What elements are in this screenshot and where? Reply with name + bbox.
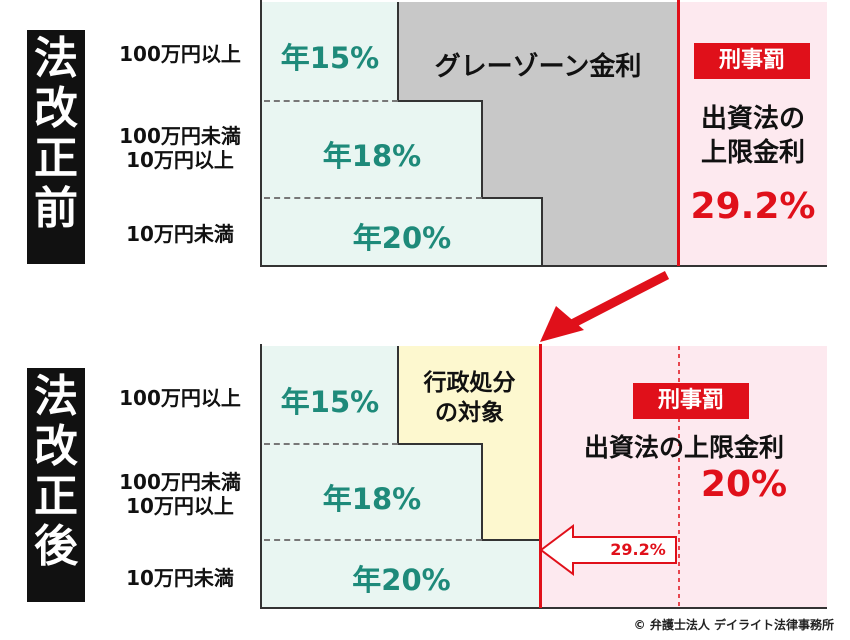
before-row-label-2-line2: 10万円以上: [126, 148, 234, 172]
admin-action-label: 行政処分 の対象: [400, 368, 539, 428]
before-rate-3: 年20%: [352, 221, 452, 255]
copyright-credit: © 弁護士法人 デイライト法律事務所: [633, 618, 834, 632]
before-green-row-2: [262, 101, 482, 198]
before-limit-line: [677, 0, 680, 266]
before-row-label-1-text: 100万円以上: [119, 42, 241, 66]
after-rate-3: 年20%: [352, 563, 451, 597]
admin-action-label-line2: の対象: [435, 400, 504, 426]
before-side-char-4: 前: [34, 183, 78, 234]
before-green-row-3: [262, 198, 542, 266]
before-rate-2: 年18%: [322, 139, 422, 173]
before-divider-2: [264, 197, 482, 199]
before-row-label-3-text: 10万円未満: [126, 222, 234, 246]
after-limit-label: 出資法の上限金利: [583, 433, 784, 462]
after-rate-2: 年18%: [322, 482, 422, 516]
after-row-label-2-line2: 10万円以上: [126, 494, 234, 518]
before-limit-label: 出資法の 上限金利: [679, 102, 827, 170]
after-limit-line: [539, 344, 542, 608]
admin-action-label-line1: 行政処分: [423, 370, 516, 396]
before-axis-left: [260, 0, 262, 266]
after-row-label-1: 100万円以上: [100, 386, 260, 410]
after-side-char-1: 法: [34, 371, 78, 422]
after-penalty-badge: 刑事罰: [633, 383, 749, 419]
before-side-label: 法 改 正 前: [27, 30, 85, 264]
after-side-char-2: 改: [34, 421, 78, 472]
before-limit-label-line1: 出資法の: [700, 104, 805, 134]
before-divider-1: [264, 100, 398, 102]
before-row-label-1: 100万円以上: [100, 42, 260, 66]
after-side-char-4: 後: [34, 521, 78, 572]
before-rate-1: 年15%: [280, 41, 380, 75]
before-axis-bottom: [260, 265, 827, 267]
before-row-label-3: 10万円未満: [100, 222, 260, 246]
after-side-char-3: 正: [34, 471, 78, 522]
before-row-label-2: 100万円未満 10万円以上: [100, 124, 260, 172]
before-penalty-badge: 刑事罰: [694, 43, 810, 79]
before-side-char-2: 改: [34, 83, 78, 134]
before-limit-rate: 29.2%: [690, 186, 816, 227]
after-limit-rate: 20%: [700, 464, 788, 505]
after-row-label-3-text: 10万円未満: [126, 566, 234, 590]
after-axis-bottom: [260, 607, 827, 609]
before-side-char-1: 法: [34, 33, 78, 84]
before-limit-label-line2: 上限金利: [700, 138, 805, 168]
before-green-row-1: [262, 2, 398, 101]
after-row-label-2: 100万円未満 10万円以上: [100, 470, 260, 518]
before-side-char-3: 正: [34, 133, 78, 184]
after-row-label-3: 10万円未満: [100, 566, 260, 590]
gray-zone-label: グレーゾーン金利: [434, 52, 642, 82]
before-row-label-2-line1: 100万円未満: [119, 124, 241, 148]
after-green-row-1: [262, 346, 398, 444]
after-side-label: 法 改 正 後: [27, 368, 85, 602]
after-green-row-2: [262, 444, 482, 540]
after-row-label-2-line1: 100万円未満: [119, 470, 241, 494]
after-row-label-1-text: 100万円以上: [119, 386, 241, 410]
after-axis-left: [260, 344, 262, 608]
after-divider-1: [264, 443, 398, 445]
after-green-row-3: [262, 540, 541, 608]
after-divider-2: [264, 539, 482, 541]
after-rate-1: 年15%: [280, 385, 380, 419]
old-rate-label: 29.2%: [610, 540, 666, 559]
